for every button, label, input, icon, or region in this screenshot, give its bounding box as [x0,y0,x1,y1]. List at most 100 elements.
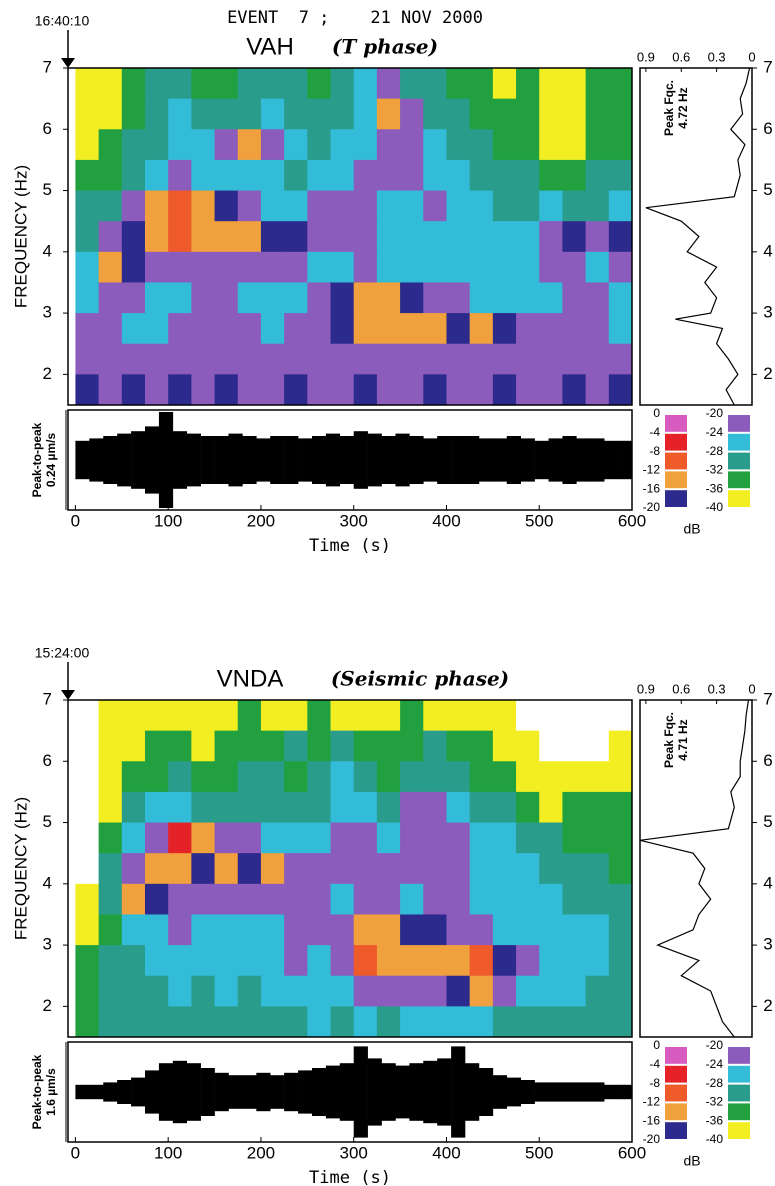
spectrogram-cell [214,98,239,130]
colorbar-label: -20 [643,500,661,514]
colorbar-label: -24 [706,425,724,439]
spectrogram-cell [400,822,424,854]
spectrogram-cell [237,68,262,100]
colorbar-swatch [728,471,750,489]
waveform-envelope [325,1065,341,1119]
spectrogram-cell [144,374,169,406]
spectrogram-cell [121,730,146,762]
spectrogram-cell [98,343,123,375]
spectrum-frame [639,699,753,1038]
spectrogram-cell [608,129,633,161]
spectrogram-cell [307,343,332,375]
waveform-envelope [465,436,480,484]
spectrogram-cell [168,282,192,314]
spectrogram-cell [562,791,587,824]
spectrogram-cell [214,343,239,375]
spectrogram-cell [307,853,332,885]
waveform-envelope [158,412,174,508]
spectrogram-cell [98,1006,123,1038]
spectrogram-cell [168,883,192,915]
spectrogram-cell [191,190,216,222]
spectrogram-cell [446,822,471,854]
spectrogram-cell [539,853,563,885]
spectrogram-cell [469,975,494,1007]
spectrogram-cell [423,313,447,345]
spectrogram-cell [98,761,123,793]
y-tick-label: 3 [763,935,772,954]
spectrogram-cell [353,730,378,762]
spectrogram-cell [214,159,239,192]
spectrogram-cell [75,129,100,161]
spectrogram-cell [446,343,471,375]
spectrogram-cell [353,883,378,915]
spectrogram-cell [307,129,332,161]
time-stamp: 16:40:10 [35,13,90,29]
spectrogram-cell [400,730,424,762]
spectrogram-cell [191,730,216,762]
spectrogram-cell [330,730,355,762]
spectrogram-cell [121,883,146,915]
waveform-envelope [478,438,494,482]
spectrogram-cell [237,914,262,946]
spectrogram-cell [423,853,447,885]
spectrogram-cell [144,343,169,375]
spectrogram-cell [75,251,100,283]
spectrogram-cell [608,914,633,946]
spectrogram-cell [376,282,401,314]
colorbar-swatch [728,1122,750,1139]
waveform-envelope [103,436,118,484]
spectrogram-cell [144,700,169,732]
spectrogram-cell [191,791,216,824]
spectrogram-cell [376,221,401,253]
spectrum-tick-label: 0.6 [672,681,690,696]
spectrogram-cell [75,822,100,854]
spectrogram-cell [608,883,633,915]
x-tick-label: 400 [432,511,460,530]
spectrogram-cell [121,221,146,253]
colorbar-swatch [728,1103,750,1121]
spectrogram-cell [191,822,216,854]
y-tick-label: 3 [43,935,52,954]
waveform-envelope [144,1070,160,1114]
spectrogram-cell [237,282,262,314]
spectrogram-cell [469,221,494,253]
spectrogram-cell [446,975,471,1007]
spectrogram-cell [469,883,494,915]
spectrogram-cell [330,853,355,885]
spectrogram-cell [307,68,332,100]
spectrogram-cell [214,1006,239,1038]
spectrogram-cell [330,914,355,946]
spectrogram-cell [469,730,494,762]
spectrogram-cell [98,730,123,762]
spectrogram-cell [516,68,540,100]
spectrogram-cell [284,914,308,946]
spectrogram-cell [446,374,471,406]
x-tick-label: 0 [71,1143,80,1162]
spectrogram-cell [237,730,262,762]
spectrogram-cell [492,374,517,406]
waveform-envelope [117,433,132,487]
spectrogram-cell [539,914,563,946]
spectrogram-cell [608,98,633,130]
peak-label: Peak Fqc. [662,712,676,768]
spectrogram-cell [400,1006,424,1038]
spectrogram-cell [423,68,447,100]
spectrogram-cell [469,700,494,732]
spectrogram-cell [260,129,285,161]
spectrogram-cell [562,822,587,854]
spectrogram-cell [469,159,494,192]
spectrogram-cell [191,221,216,253]
spectrogram-cell [608,159,633,192]
spectrogram-cell [400,313,424,345]
spectrogram-cell [446,313,471,345]
spectrogram-cell [121,68,146,100]
spectrum-tick-label: 0 [748,49,755,64]
spectrogram-cell [214,190,239,222]
spectrogram-cell [98,791,123,824]
x-tick-label: 300 [340,511,368,530]
spectrogram-cell [237,221,262,253]
spectrogram-cell [400,761,424,793]
spectrogram-cell [260,221,285,253]
colorbar-swatch [665,1103,687,1121]
spectrogram-cell [75,853,100,885]
